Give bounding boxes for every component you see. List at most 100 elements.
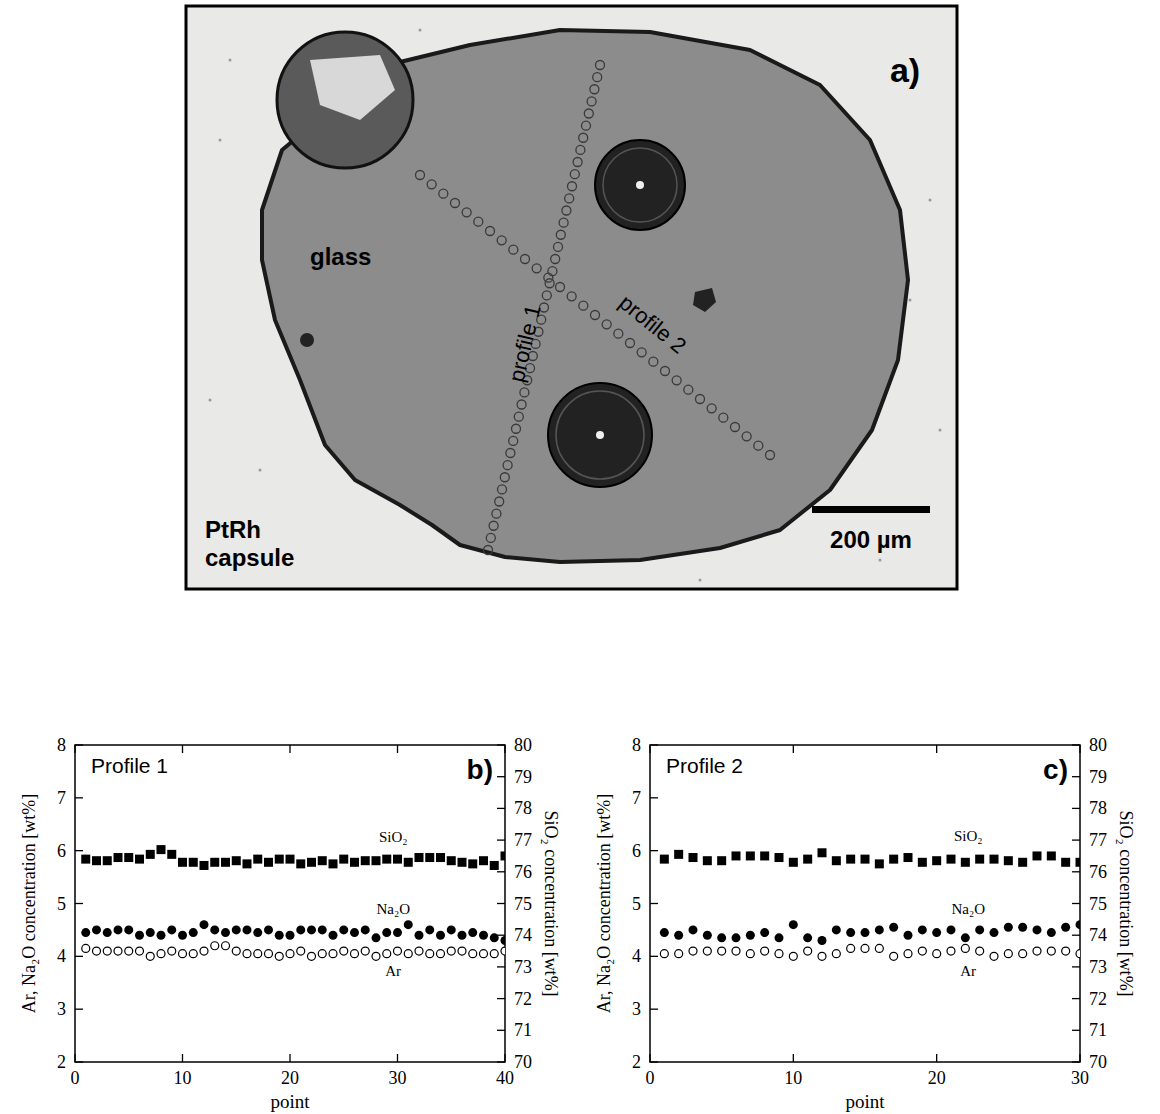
profile-spot bbox=[509, 436, 518, 445]
data-point bbox=[350, 928, 359, 937]
y2-tick bbox=[1072, 935, 1080, 936]
profile-spot bbox=[626, 339, 635, 348]
data-point bbox=[372, 856, 381, 865]
x-tick bbox=[793, 1054, 794, 1062]
data-point bbox=[804, 947, 812, 955]
profile-spot bbox=[579, 301, 588, 310]
data-point bbox=[92, 925, 101, 934]
y-tick-label: 5 bbox=[57, 894, 66, 914]
data-point bbox=[254, 950, 262, 958]
chart: 01020304023456787071727374757677787980po… bbox=[19, 735, 561, 1112]
data-point bbox=[253, 928, 262, 937]
profile-spot bbox=[548, 267, 557, 276]
pit-center bbox=[636, 181, 644, 189]
data-point bbox=[660, 855, 669, 864]
data-point bbox=[468, 859, 477, 868]
y2-tick bbox=[497, 871, 505, 872]
y2-tick bbox=[1072, 776, 1080, 777]
data-point bbox=[308, 952, 316, 960]
data-point bbox=[296, 925, 305, 934]
y2-tick-label: 76 bbox=[1089, 862, 1107, 882]
data-point bbox=[1047, 947, 1055, 955]
data-point bbox=[1018, 923, 1027, 932]
data-point bbox=[124, 853, 133, 862]
data-point bbox=[1004, 856, 1013, 865]
data-point bbox=[1033, 925, 1042, 934]
data-point bbox=[124, 925, 133, 934]
y-tick-label: 2 bbox=[57, 1052, 66, 1072]
y-axis-title: Ar, Na₂O concentration [wt%] bbox=[19, 794, 39, 1013]
data-point bbox=[846, 928, 855, 937]
data-point bbox=[746, 950, 754, 958]
y2-tick-label: 79 bbox=[1089, 767, 1107, 787]
data-point bbox=[146, 850, 155, 859]
data-point bbox=[297, 947, 305, 955]
data-point bbox=[93, 947, 101, 955]
bubble-reflection bbox=[310, 55, 395, 120]
scale-bar-label: 200 µm bbox=[830, 526, 912, 553]
y-tick-label: 6 bbox=[57, 841, 66, 861]
profile-spot bbox=[661, 367, 670, 376]
data-point bbox=[296, 859, 305, 868]
data-point bbox=[189, 950, 197, 958]
y2-tick bbox=[497, 1061, 505, 1062]
y-tick-label: 4 bbox=[632, 946, 641, 966]
y2-tick-label: 73 bbox=[514, 957, 532, 977]
data-point bbox=[146, 952, 154, 960]
data-point bbox=[275, 931, 284, 940]
data-point bbox=[818, 936, 827, 945]
data-point bbox=[1076, 920, 1081, 929]
data-point bbox=[125, 947, 133, 955]
data-point bbox=[361, 925, 370, 934]
data-point bbox=[775, 853, 784, 862]
plot-frame bbox=[75, 745, 505, 1062]
data-point bbox=[178, 931, 187, 940]
data-point bbox=[168, 947, 176, 955]
y2-tick-label: 74 bbox=[1089, 925, 1107, 945]
pit bbox=[595, 140, 685, 230]
data-point bbox=[221, 928, 230, 937]
data-point bbox=[415, 931, 424, 940]
x-tick-label: 0 bbox=[646, 1068, 655, 1088]
data-point bbox=[660, 950, 668, 958]
data-point bbox=[717, 933, 726, 942]
data-point bbox=[136, 947, 144, 955]
data-point bbox=[210, 925, 219, 934]
data-point bbox=[318, 925, 327, 934]
x-tick bbox=[649, 745, 650, 753]
data-point bbox=[286, 931, 295, 940]
data-point bbox=[372, 933, 381, 942]
y2-tick bbox=[497, 903, 505, 904]
data-point bbox=[436, 853, 445, 862]
series-label: SiO₂ bbox=[379, 829, 408, 845]
y-axis-title: Ar, Na₂O concentration [wt%] bbox=[594, 794, 614, 1013]
inclusion bbox=[693, 288, 716, 312]
y-tick-label: 7 bbox=[57, 788, 66, 808]
data-point bbox=[178, 858, 187, 867]
data-point bbox=[961, 858, 970, 867]
data-point bbox=[447, 856, 456, 865]
profile-spot bbox=[573, 158, 582, 167]
speckle bbox=[259, 469, 262, 472]
data-point bbox=[437, 950, 445, 958]
x-tick-label: 20 bbox=[281, 1068, 299, 1088]
y-tick bbox=[75, 956, 83, 957]
y2-tick-label: 75 bbox=[1089, 894, 1107, 914]
data-point bbox=[875, 944, 883, 952]
data-point bbox=[480, 950, 488, 958]
profile-spot bbox=[568, 182, 577, 191]
data-point bbox=[1061, 858, 1070, 867]
data-point bbox=[103, 947, 111, 955]
y-tick-label: 6 bbox=[632, 841, 641, 861]
profile-spot bbox=[696, 395, 705, 404]
y-tick bbox=[75, 1009, 83, 1010]
data-point bbox=[425, 853, 434, 862]
y-tick bbox=[75, 797, 83, 798]
profile-spot bbox=[556, 230, 565, 239]
data-point bbox=[318, 950, 326, 958]
y-tick-label: 7 bbox=[632, 788, 641, 808]
y2-tick-label: 70 bbox=[514, 1052, 532, 1072]
y2-tick-label: 80 bbox=[514, 735, 532, 755]
data-point bbox=[803, 855, 812, 864]
data-point bbox=[243, 859, 252, 868]
